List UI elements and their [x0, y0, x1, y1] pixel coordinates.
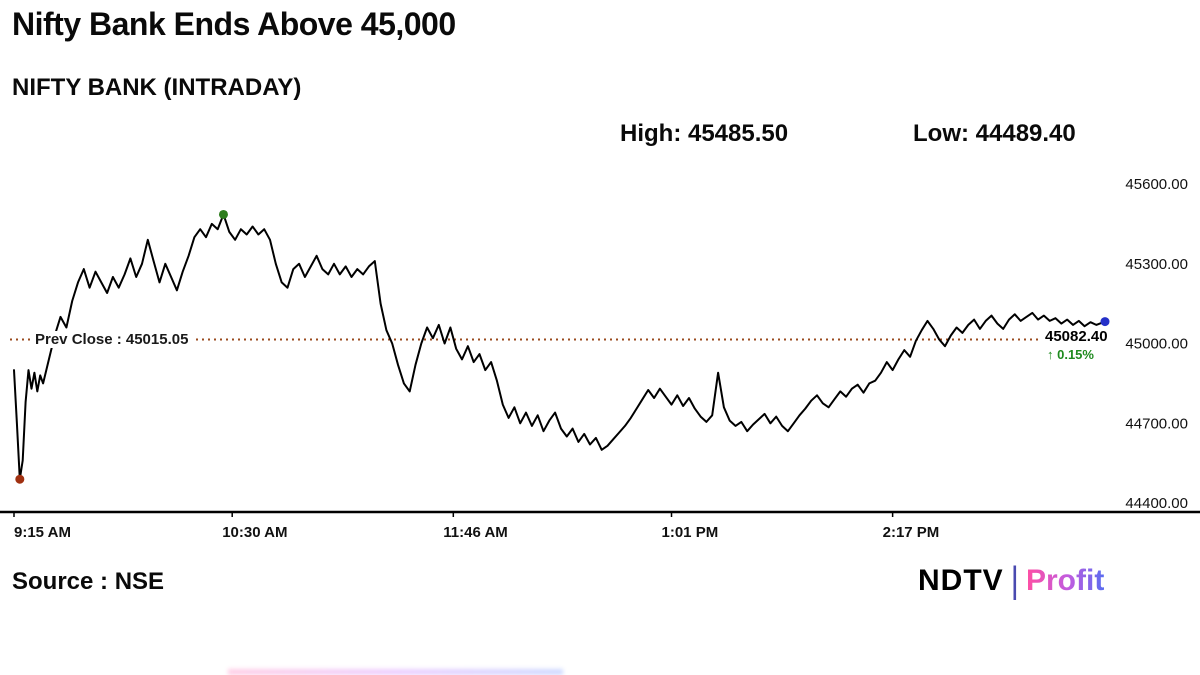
- ndtv-logo-text: NDTV: [918, 563, 1004, 597]
- ndtv-profit-logo: NDTV | Profit: [918, 559, 1105, 601]
- logo-divider: |: [1010, 559, 1019, 601]
- source-label: Source : NSE: [12, 568, 165, 595]
- x-axis-label: 2:17 PM: [883, 524, 940, 541]
- profit-logo-text: Profit: [1025, 563, 1105, 597]
- last-change-label: ↑ 0.15%: [1047, 347, 1094, 362]
- day-high-marker: [218, 209, 228, 219]
- page-title: Nifty Bank Ends Above 45,000: [12, 6, 456, 42]
- chart-subtitle: NIFTY BANK (INTRADAY): [12, 74, 302, 101]
- day-high-label: High: 45485.50: [620, 120, 789, 147]
- prev-close-label: Prev Close : 45015.05: [30, 331, 194, 348]
- x-axis-label: 11:46 AM: [443, 524, 507, 541]
- price-line: [13, 213, 1106, 481]
- day-low-label: Low: 44489.40: [913, 120, 1076, 147]
- last-price-label: 45082.40: [1043, 328, 1110, 345]
- x-axis-label: 10:30 AM: [222, 524, 287, 541]
- y-axis-label: 45300.00: [1125, 256, 1188, 273]
- watermark-artifact: [228, 669, 563, 675]
- last-price-marker: [1100, 317, 1110, 327]
- x-axis-label: 1:01 PM: [662, 524, 719, 541]
- y-axis-label: 44700.00: [1125, 415, 1188, 432]
- x-axis-label: 9:15 AM: [14, 524, 71, 541]
- y-axis-label: 45600.00: [1125, 176, 1188, 193]
- open-low-marker: [15, 474, 25, 484]
- y-axis-label: 44400.00: [1125, 495, 1188, 512]
- y-axis-label: 45000.00: [1125, 336, 1188, 353]
